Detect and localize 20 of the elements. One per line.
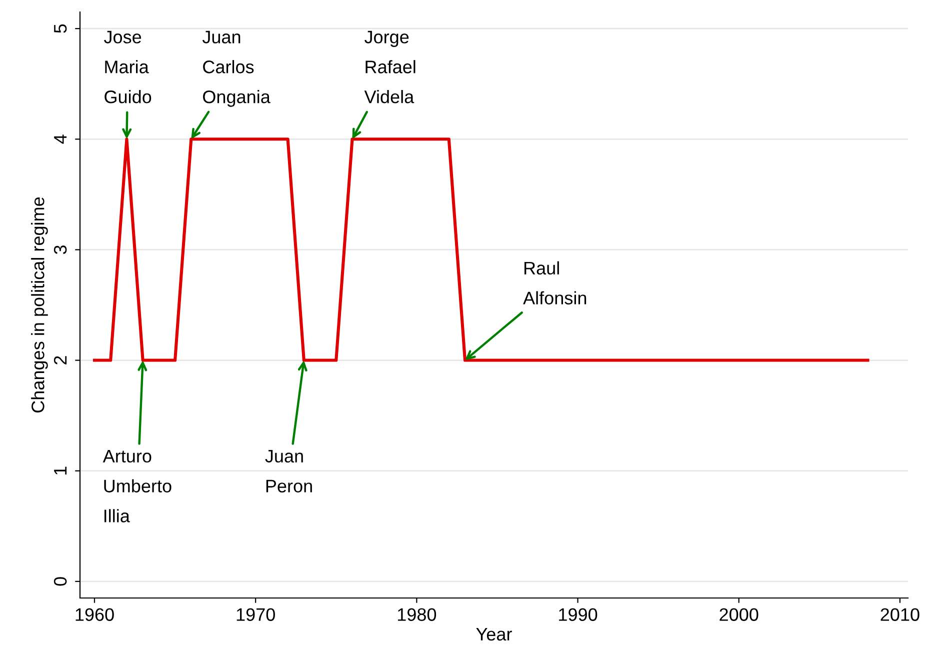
annotation: Juan Peron	[265, 450, 312, 492]
y-tick-label: 5	[54, 24, 67, 33]
x-axis-title: Year	[476, 628, 512, 641]
annotation: Arturo Umberto Illia	[102, 450, 172, 522]
x-tick-label: 2010	[880, 608, 920, 621]
x-tick-label: 1980	[398, 608, 436, 621]
x-tick-label: 1990	[559, 608, 598, 621]
annotation: Raul Alfonsin	[523, 261, 586, 304]
y-axis-title: Changes in political regime	[31, 197, 48, 412]
x-tick-label: 2000	[720, 608, 758, 621]
x-tick-label: 1970	[236, 608, 275, 621]
annotation: Juan Carlos Ongania	[202, 30, 270, 107]
y-tick-label: 1	[54, 466, 67, 474]
annotation: Jorge Rafael Videla	[364, 30, 416, 104]
y-tick-label: 4	[54, 134, 67, 144]
y-tick-label: 3	[54, 245, 67, 254]
y-tick-label: 2	[54, 356, 67, 364]
annotation: Jose Maria Guido	[104, 30, 152, 104]
y-tick-label: 0	[54, 577, 67, 586]
x-tick-label: 1960	[76, 608, 114, 621]
